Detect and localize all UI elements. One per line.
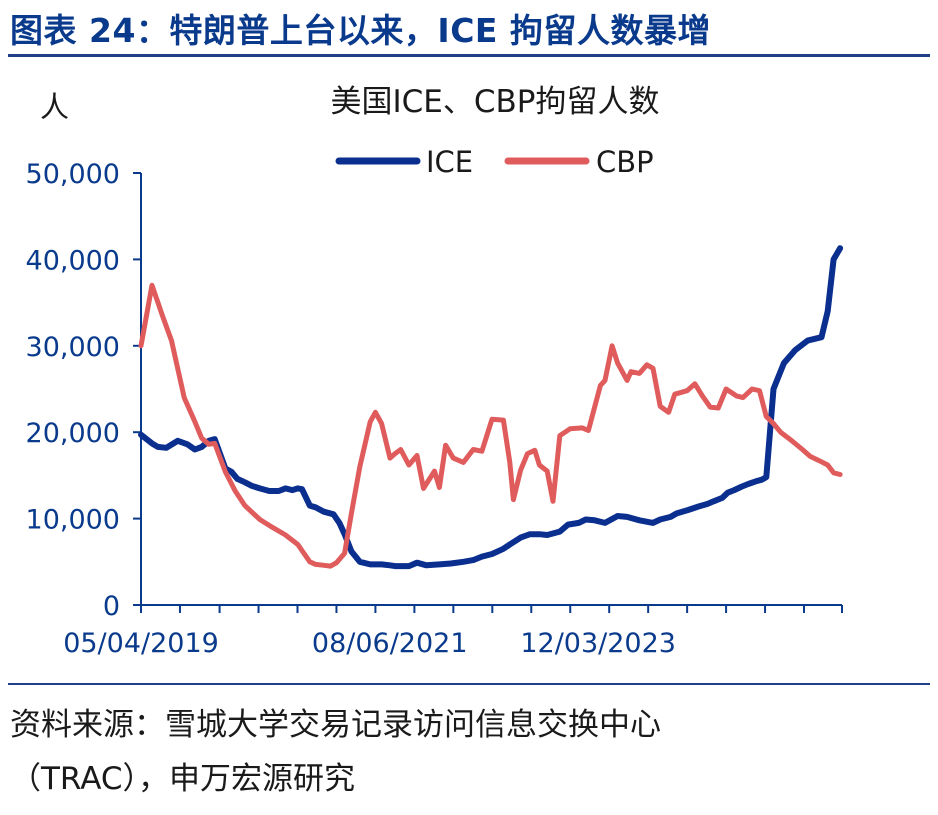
plot-area (138, 245, 844, 570)
y-axis: 0 10,000 20,000 30,000 40,000 50,000 (26, 159, 142, 622)
y-tick-label: 0 (103, 591, 120, 622)
x-axis: 05/04/2019 08/06/2021 12/03/2023 (63, 604, 843, 659)
figure-title: 图表 24：特朗普上台以来，ICE 拘留人数暴增 (10, 11, 711, 50)
series-line-ice (138, 245, 844, 570)
legend-label-cbp: CBP (596, 145, 654, 179)
x-tick-label: 05/04/2019 (63, 628, 219, 659)
source-note: 资料来源：雪城大学交易记录访问信息交换中心 （TRAC），申万宏源研究 (10, 698, 661, 806)
title-rule (8, 54, 930, 57)
y-tick-label: 10,000 (26, 505, 120, 536)
y-tick-label: 30,000 (26, 332, 120, 363)
y-axis-unit-label: 人 (40, 90, 69, 124)
legend-label-ice: ICE (426, 145, 473, 179)
x-tick-label: 08/06/2021 (312, 628, 468, 659)
y-tick-label: 20,000 (26, 418, 120, 449)
source-line-1: 资料来源：雪城大学交易记录访问信息交换中心 (10, 707, 661, 743)
chart-title: 美国ICE、CBP拘留人数 (331, 84, 660, 120)
y-tick-label: 50,000 (26, 159, 120, 190)
y-tick-label: 40,000 (26, 245, 120, 276)
source-line-2: （TRAC），申万宏源研究 (10, 761, 356, 797)
x-tick-label: 12/03/2023 (520, 628, 676, 659)
line-chart: 美国ICE、CBP拘留人数 人 ICE CBP 0 10,000 20,000 30,… (26, 84, 844, 659)
source-rule (8, 683, 930, 685)
legend: ICE CBP (335, 145, 654, 179)
series-line-cbp (138, 282, 843, 569)
